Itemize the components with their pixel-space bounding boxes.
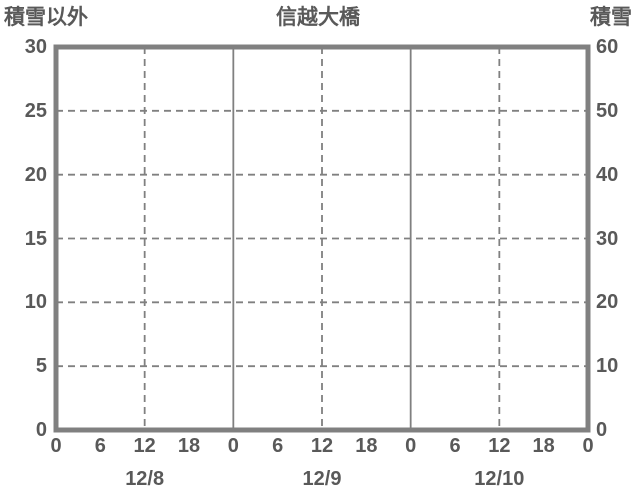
left-axis-tick-label: 15 xyxy=(24,227,47,250)
left-axis-tick-label: 0 xyxy=(35,419,47,441)
x-axis-hour-tick-label: 18 xyxy=(355,435,378,457)
x-axis-hour-tick-label: 6 xyxy=(272,435,284,457)
right-axis-tick-label: 60 xyxy=(596,36,619,58)
right-axis-tick-label: 20 xyxy=(596,291,619,314)
x-axis-hour-tick-label: 0 xyxy=(582,435,594,457)
right-axis-tick-label: 40 xyxy=(596,163,619,186)
x-axis-hour-tick-label: 0 xyxy=(405,435,417,457)
left-axis-tick-label: 10 xyxy=(24,291,47,314)
plot-border xyxy=(53,44,591,433)
chart-title: 信越大橋 xyxy=(276,6,360,29)
right-axis-tick-label: 0 xyxy=(596,419,608,441)
x-axis-hour-tick-label: 0 xyxy=(50,435,62,457)
right-axis-tick-label: 30 xyxy=(596,227,619,250)
right-axis-title: 積雪 xyxy=(590,6,632,29)
x-axis-day-label: 12/8 xyxy=(125,468,165,490)
x-axis-day-label: 12/10 xyxy=(474,468,525,490)
left-axis-title: 積雪以外 xyxy=(4,6,88,29)
x-axis-hour-tick-label: 0 xyxy=(227,435,239,457)
x-axis-day-label: 12/9 xyxy=(302,468,342,490)
left-axis-tick-label: 30 xyxy=(24,36,47,58)
x-axis-hour-tick-label: 12 xyxy=(488,435,511,457)
x-axis-hour-tick-label: 6 xyxy=(449,435,461,457)
x-axis-hour-tick-label: 18 xyxy=(177,435,201,457)
x-axis-hour-tick-label: 18 xyxy=(532,435,555,457)
right-axis-tick-label: 10 xyxy=(596,355,619,378)
x-axis-hour-tick-label: 6 xyxy=(94,435,106,457)
left-axis-tick-label: 20 xyxy=(24,163,47,186)
x-axis-hour-tick-label: 12 xyxy=(310,435,334,457)
left-axis-tick-label: 5 xyxy=(35,355,47,378)
x-axis-hour-tick-label: 12 xyxy=(133,435,156,457)
left-axis-tick-label: 25 xyxy=(24,99,47,122)
right-axis-tick-label: 50 xyxy=(596,99,619,122)
